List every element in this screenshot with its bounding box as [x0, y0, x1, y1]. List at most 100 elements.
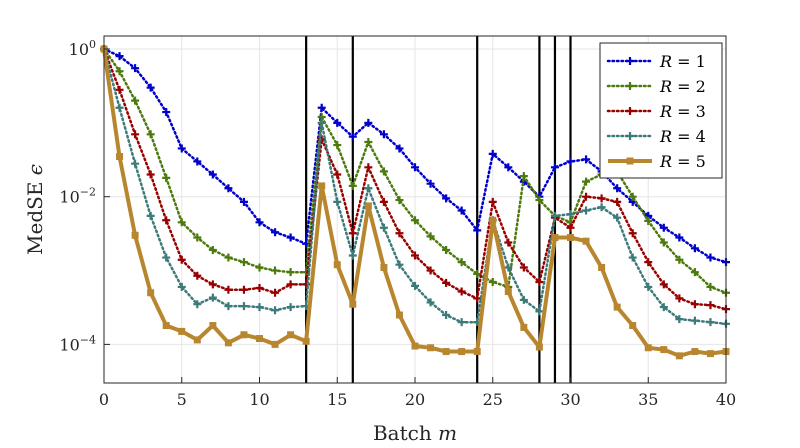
data-point	[333, 197, 342, 206]
data-point	[659, 280, 668, 289]
data-point	[457, 206, 466, 215]
data-point	[613, 197, 622, 206]
data-point	[628, 253, 637, 262]
data-point	[644, 216, 653, 225]
data-point	[240, 331, 248, 339]
data-point	[644, 282, 653, 291]
data-point	[613, 184, 622, 193]
series-2	[100, 45, 730, 297]
data-point	[551, 234, 559, 242]
data-point	[193, 300, 202, 309]
data-point	[162, 322, 170, 330]
data-point	[146, 211, 155, 220]
data-point	[255, 284, 264, 293]
data-point	[379, 130, 388, 139]
series-group	[100, 45, 730, 360]
data-point	[504, 163, 513, 172]
data-point	[473, 269, 482, 278]
data-point	[256, 335, 263, 343]
series-5	[100, 45, 730, 360]
data-point	[690, 268, 699, 277]
data-point	[255, 303, 264, 312]
data-point	[629, 322, 637, 330]
data-point	[348, 251, 357, 260]
data-point	[582, 237, 590, 245]
data-point	[271, 288, 280, 297]
data-point	[364, 163, 373, 172]
data-point	[239, 285, 248, 294]
data-point	[318, 182, 326, 190]
legend: R = 1 R = 2 R = 3 R = 4 R = 5	[599, 42, 723, 179]
legend-marker	[626, 107, 634, 115]
data-point	[457, 318, 466, 327]
data-point	[488, 149, 497, 158]
data-point	[333, 118, 342, 127]
data-point	[115, 85, 124, 94]
data-point	[349, 300, 357, 308]
data-point	[286, 268, 295, 277]
data-point	[550, 163, 559, 172]
data-point	[286, 233, 295, 242]
data-point	[224, 253, 233, 262]
data-point	[504, 238, 513, 247]
legend-label: R = 1	[659, 52, 706, 71]
data-point	[691, 348, 699, 356]
data-point	[131, 64, 140, 73]
data-point	[348, 181, 357, 190]
data-point	[395, 144, 404, 153]
data-point	[131, 159, 140, 168]
y-tick-label: 10−4	[59, 333, 96, 354]
data-point	[193, 271, 202, 280]
x-tick-label: 25	[483, 390, 503, 409]
data-point	[317, 135, 326, 144]
data-point	[519, 295, 528, 304]
data-point	[582, 177, 591, 186]
data-point	[193, 233, 202, 242]
data-point	[287, 331, 295, 339]
data-point	[628, 192, 637, 201]
data-point	[535, 343, 543, 351]
data-point	[473, 226, 482, 235]
data-point	[395, 260, 404, 269]
data-point	[178, 327, 186, 335]
data-point	[364, 202, 372, 210]
data-point	[379, 167, 388, 176]
data-point	[364, 118, 373, 127]
data-point	[239, 302, 248, 311]
data-point	[177, 255, 186, 264]
data-point	[115, 67, 124, 76]
data-point	[706, 350, 714, 358]
data-point	[644, 258, 653, 267]
data-point	[116, 153, 124, 161]
legend-label: R = 2	[659, 77, 706, 96]
data-point	[675, 352, 683, 360]
data-point	[613, 303, 621, 311]
x-tick-label: 0	[99, 390, 109, 409]
data-point	[457, 287, 466, 296]
data-point	[177, 144, 186, 153]
data-point	[395, 311, 403, 319]
data-point	[442, 194, 451, 203]
data-point	[208, 245, 217, 254]
data-point	[442, 311, 451, 320]
data-point	[535, 277, 544, 286]
x-tick-label: 40	[716, 390, 736, 409]
data-point	[224, 339, 232, 347]
data-point	[380, 263, 388, 271]
data-point	[286, 280, 295, 289]
data-point	[613, 213, 622, 222]
data-point	[146, 83, 155, 92]
data-point	[442, 348, 450, 356]
data-point	[208, 170, 217, 179]
x-axis-label: Batch m	[373, 421, 457, 445]
data-point	[115, 103, 124, 112]
data-point	[535, 196, 544, 205]
data-point	[567, 234, 574, 242]
data-point	[395, 229, 404, 238]
data-point	[519, 263, 528, 272]
data-point	[162, 173, 171, 182]
legend-marker	[626, 157, 634, 165]
series-3	[100, 45, 730, 314]
data-point	[302, 268, 311, 277]
data-point	[411, 342, 419, 350]
